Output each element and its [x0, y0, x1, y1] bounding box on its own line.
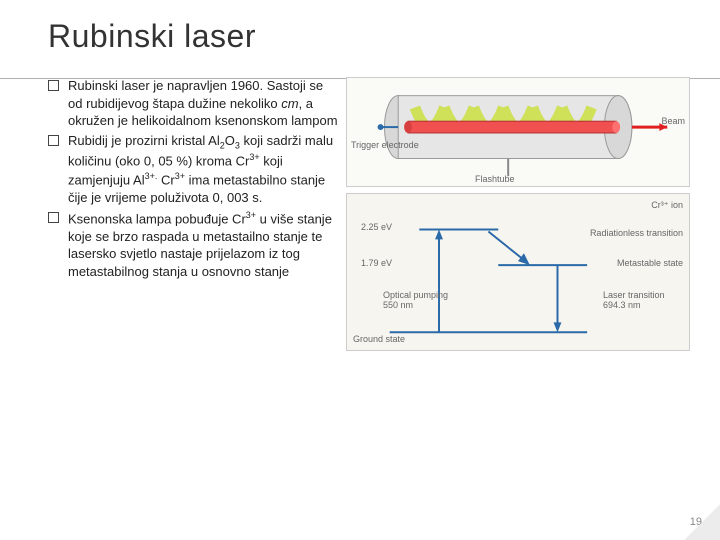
label-e-meta: 1.79 eV [361, 258, 392, 268]
page-title: Rubinski laser [48, 18, 690, 55]
label-radless: Radiationless transition [590, 228, 683, 238]
label-metastable: Metastable state [617, 258, 683, 268]
page-corner-fold [684, 504, 720, 540]
label-pump: Optical pumping 550 nm [383, 290, 453, 310]
figure-laser-tube: Trigger electrode Beam Flashtube [346, 77, 690, 187]
label-e-upper: 2.25 eV [361, 222, 392, 232]
content-row: Rubinski laser je napravljen 1960. Sasto… [48, 77, 690, 351]
label-beam: Beam [661, 116, 685, 126]
label-flash: Flashtube [475, 174, 515, 184]
list-item: Rubinski laser je napravljen 1960. Sasto… [48, 77, 338, 130]
energy-level-svg [347, 194, 689, 350]
label-ground: Ground state [353, 334, 405, 344]
label-laser: Laser transition 694.3 nm [603, 290, 683, 310]
label-ion: Cr³⁺ ion [651, 200, 683, 211]
figures-column: Trigger electrode Beam Flashtube [346, 77, 690, 351]
list-item: Rubidij je prozirni kristal Al2O3 koji s… [48, 132, 338, 207]
laser-tube-svg [347, 78, 689, 186]
label-trigger: Trigger electrode [351, 140, 419, 150]
list-item: Ksenonska lampa pobuđuje Cr3+ u više sta… [48, 209, 338, 281]
figure-energy-levels: Cr³⁺ ion 2.25 eV 1.79 eV Radiationless t… [346, 193, 690, 351]
bullet-list: Rubinski laser je napravljen 1960. Sasto… [48, 77, 338, 351]
